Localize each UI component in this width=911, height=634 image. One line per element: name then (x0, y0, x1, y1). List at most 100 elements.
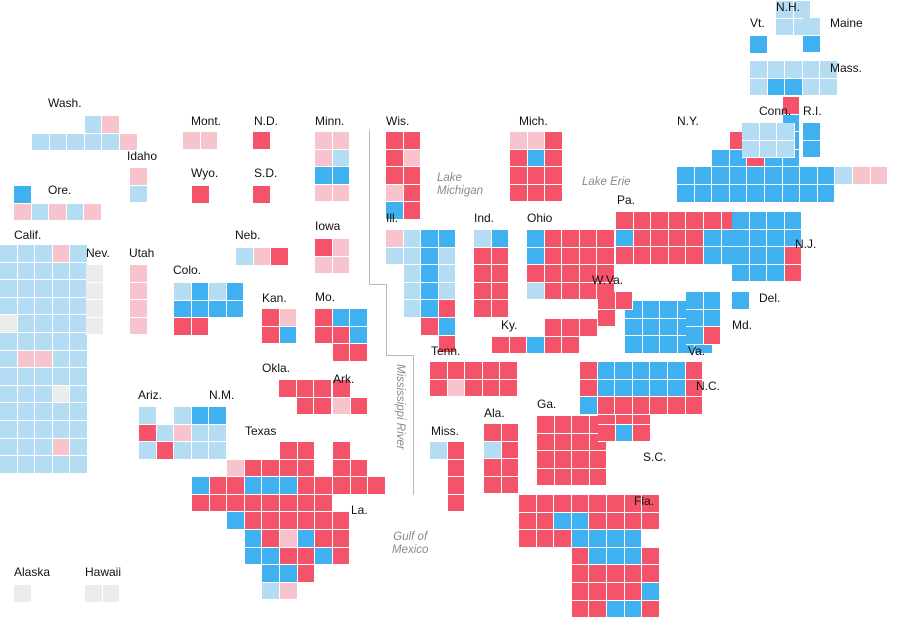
district-cell[interactable] (624, 583, 643, 601)
district-cell[interactable] (625, 336, 643, 354)
district-cell[interactable] (296, 397, 315, 416)
district-cell[interactable] (183, 132, 201, 150)
district-cell[interactable] (527, 336, 545, 355)
district-cell[interactable] (315, 494, 333, 513)
district-cell[interactable] (571, 583, 590, 601)
district-cell[interactable] (777, 140, 795, 159)
district-cell[interactable] (280, 530, 298, 548)
district-cell[interactable] (677, 185, 695, 203)
district-cell[interactable] (703, 327, 722, 345)
district-cell[interactable] (562, 282, 580, 301)
district-cell[interactable] (803, 18, 821, 36)
district-cell[interactable] (297, 512, 316, 530)
district-cell[interactable] (749, 229, 768, 248)
district-cell[interactable] (544, 336, 563, 355)
district-cell[interactable] (52, 333, 71, 351)
district-cell[interactable] (677, 167, 695, 185)
district-cell[interactable] (332, 344, 351, 362)
district-cell[interactable] (421, 300, 439, 318)
district-cell[interactable] (191, 283, 210, 301)
district-cell[interactable] (589, 495, 607, 513)
district-cell[interactable] (616, 247, 634, 265)
district-cell[interactable] (749, 247, 768, 265)
district-cell[interactable] (732, 264, 750, 283)
district-cell[interactable] (130, 168, 148, 186)
district-cell[interactable] (421, 230, 439, 248)
district-cell[interactable] (262, 547, 280, 566)
district-cell[interactable] (209, 494, 228, 513)
district-cell[interactable] (571, 565, 590, 583)
district-cell[interactable] (803, 123, 821, 141)
district-cell[interactable] (633, 424, 651, 443)
district-cell[interactable] (174, 407, 192, 425)
district-cell[interactable] (642, 583, 660, 601)
district-cell[interactable] (660, 336, 678, 354)
district-cell[interactable] (802, 61, 821, 79)
district-cell[interactable] (31, 203, 50, 222)
district-cell[interactable] (130, 265, 148, 283)
district-cell[interactable] (174, 300, 192, 319)
district-cell[interactable] (130, 300, 148, 318)
district-cell[interactable] (438, 230, 457, 248)
district-cell[interactable] (280, 512, 298, 530)
district-cell[interactable] (651, 247, 669, 265)
district-cell[interactable] (67, 133, 85, 152)
district-cell[interactable] (0, 438, 18, 457)
district-cell[interactable] (430, 442, 448, 460)
district-cell[interactable] (642, 495, 660, 513)
district-cell[interactable] (403, 230, 422, 248)
district-cell[interactable] (192, 494, 210, 513)
district-cell[interactable] (192, 186, 210, 204)
district-cell[interactable] (571, 530, 590, 548)
district-cell[interactable] (262, 477, 280, 495)
district-cell[interactable] (386, 202, 404, 220)
district-cell[interactable] (17, 421, 36, 439)
district-cell[interactable] (624, 512, 643, 531)
district-cell[interactable] (589, 547, 607, 566)
district-cell[interactable] (491, 282, 510, 301)
district-cell[interactable] (279, 326, 298, 345)
district-cell[interactable] (0, 297, 18, 316)
district-cell[interactable] (333, 442, 351, 460)
district-cell[interactable] (102, 585, 121, 603)
district-cell[interactable] (35, 421, 53, 439)
district-cell[interactable] (642, 318, 661, 337)
district-cell[interactable] (49, 203, 67, 222)
district-cell[interactable] (491, 300, 510, 318)
district-cell[interactable] (615, 424, 634, 443)
district-cell[interactable] (633, 212, 652, 230)
district-cell[interactable] (642, 547, 660, 566)
district-cell[interactable] (227, 459, 245, 478)
district-cell[interactable] (625, 318, 643, 337)
district-cell[interactable] (616, 212, 634, 230)
district-cell[interactable] (817, 185, 836, 203)
district-cell[interactable] (35, 403, 53, 421)
district-cell[interactable] (130, 282, 148, 301)
district-cell[interactable] (350, 477, 369, 495)
district-cell[interactable] (280, 582, 298, 601)
district-cell[interactable] (447, 459, 466, 478)
district-cell[interactable] (536, 512, 555, 531)
district-cell[interactable] (729, 185, 748, 203)
district-cell[interactable] (209, 424, 227, 443)
district-cell[interactable] (624, 547, 643, 566)
district-cell[interactable] (430, 362, 448, 380)
district-cell[interactable] (447, 477, 466, 495)
district-cell[interactable] (712, 167, 730, 185)
district-cell[interactable] (501, 424, 520, 442)
district-cell[interactable] (17, 245, 36, 263)
district-cell[interactable] (589, 600, 607, 619)
district-cell[interactable] (17, 368, 36, 386)
district-cell[interactable] (191, 300, 210, 319)
district-cell[interactable] (332, 326, 351, 345)
district-cell[interactable] (544, 230, 563, 248)
district-cell[interactable] (732, 292, 750, 310)
district-cell[interactable] (17, 280, 36, 298)
district-cell[interactable] (315, 132, 333, 150)
district-cell[interactable] (782, 185, 801, 203)
district-cell[interactable] (70, 385, 88, 404)
district-cell[interactable] (803, 35, 821, 54)
district-cell[interactable] (297, 442, 316, 460)
district-cell[interactable] (732, 247, 750, 265)
district-cell[interactable] (510, 184, 528, 203)
